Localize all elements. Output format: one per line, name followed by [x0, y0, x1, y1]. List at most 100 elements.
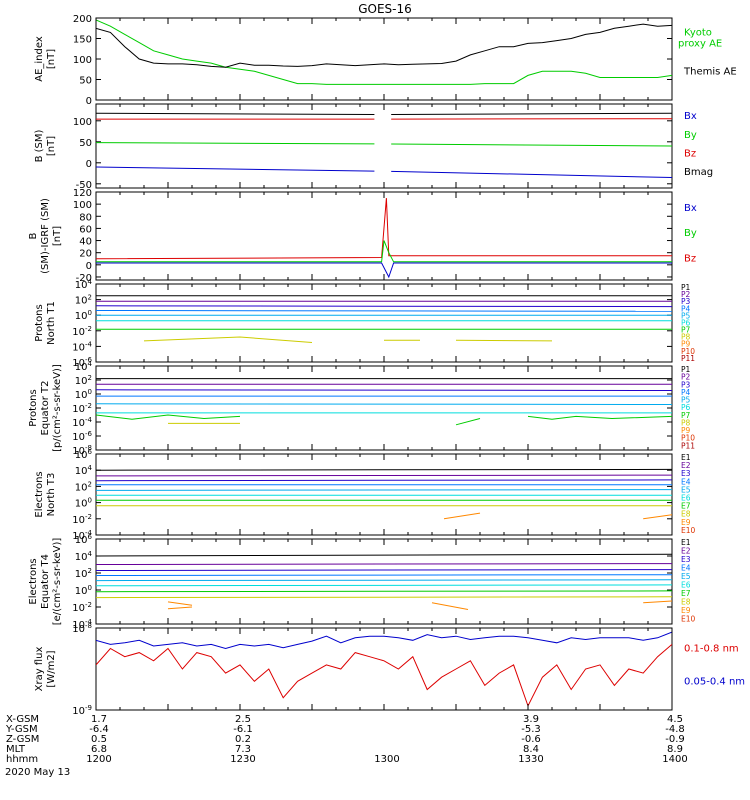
- series-0-1-0-8-nm-line: [96, 644, 672, 708]
- y-axis-label-line: Electrons: [28, 558, 39, 604]
- legend-entry: P4: [681, 304, 691, 313]
- legend-entry: P5: [681, 396, 691, 405]
- y-axis-label-line: [nT]: [46, 136, 57, 156]
- y-tick-exponent: 4: [88, 278, 93, 286]
- series-bmag-line: [96, 112, 375, 115]
- y-tick-label: 0: [86, 159, 92, 170]
- legend-entry: E4: [681, 477, 691, 486]
- y-tick-label: 102: [75, 480, 92, 493]
- y-tick-exponent: 0: [88, 497, 92, 505]
- x-axis-value: 0.2: [235, 734, 251, 745]
- legend-entry: E5: [681, 485, 691, 494]
- series-e1-line: [96, 468, 672, 471]
- legend-entry: P9: [681, 340, 691, 349]
- legend-entry: E8: [681, 510, 691, 519]
- series-p3-line: [96, 305, 672, 308]
- y-tick-exponent: -4: [85, 416, 93, 424]
- series-by-line: [96, 142, 375, 145]
- series-bx-line: [391, 170, 672, 178]
- x-axis-value: 8.9: [667, 744, 683, 755]
- y-tick-exponent: -6: [85, 356, 93, 364]
- y-tick-label: 100: [75, 584, 92, 597]
- series-p7-line: [455, 418, 481, 426]
- series-bx-line: [96, 166, 375, 172]
- y-tick-exponent: -9: [85, 704, 92, 712]
- legend-entry: E7: [681, 502, 691, 511]
- legend-entry: E4: [681, 564, 691, 573]
- y-tick-label: 100: [75, 497, 92, 510]
- y-tick-label: -50: [76, 180, 92, 191]
- date-label: 2020 May 13: [5, 767, 70, 778]
- y-tick-exponent: -2: [85, 513, 92, 521]
- x-axis-value: 6.8: [91, 744, 107, 755]
- series-e9-line: [643, 514, 672, 520]
- x-axis-value: -0.9: [665, 734, 685, 745]
- panel-xray: 10-9 10-8 Xray flux[W/m2] 0.1-0.8 nm 0.05-0.…: [34, 622, 745, 717]
- legend-entry: Bx: [684, 203, 697, 214]
- x-axis-row-label: Z-GSM: [6, 734, 39, 745]
- legend-entry: E10: [681, 615, 696, 624]
- legend-entry: By: [684, 130, 697, 141]
- legend-entry: E6: [681, 494, 691, 503]
- series-p7-line: [527, 415, 672, 420]
- legend-entry: E9: [681, 606, 691, 615]
- series-e9-line: [443, 512, 481, 520]
- legend-entry: P6: [681, 318, 691, 327]
- legend-entry: 0.1-0.8 nm: [684, 644, 739, 655]
- plot-title: GOES-16: [358, 2, 412, 16]
- series-e5-line: [96, 489, 672, 491]
- y-tick-label: 200: [73, 14, 92, 25]
- legend-entry: P6: [681, 403, 691, 412]
- y-tick-exponent: 6: [88, 448, 93, 456]
- x-axis-value: -0.6: [521, 734, 541, 745]
- x-axis-value: 8.4: [523, 744, 539, 755]
- series-p4-line: [96, 310, 672, 312]
- legend-entry: P10: [681, 347, 695, 356]
- series-group: [96, 198, 672, 279]
- x-axis-value: 1230: [230, 754, 255, 765]
- y-tick-exponent: 4: [88, 360, 93, 368]
- legend-line: Kyoto: [684, 28, 712, 39]
- y-tick-label: 100: [75, 388, 92, 401]
- x-axis-value: 3.9: [523, 714, 539, 725]
- y-tick-exponent: 2: [88, 480, 92, 488]
- y-tick-label: 10-2: [72, 325, 92, 338]
- legend-entry: P7: [681, 326, 691, 335]
- series-e2-line: [96, 563, 672, 565]
- y-tick-label: 10-4: [72, 416, 92, 429]
- legend-entry: 0.05-0.4 nm: [684, 676, 745, 687]
- legend-line: proxy AE: [678, 39, 722, 50]
- y-tick-exponent: 2: [88, 374, 92, 382]
- legend-entry: P8: [681, 418, 691, 427]
- y-tick-label: 50: [79, 76, 92, 87]
- legend-entry: Kyoto proxy AE: [678, 28, 722, 50]
- series-p3-line: [96, 389, 672, 391]
- y-tick-label: 106: [75, 448, 93, 461]
- y-tick-exponent: -6: [85, 430, 93, 438]
- series-group: [96, 468, 672, 520]
- legend-entry: Bz: [684, 149, 696, 160]
- legend-entry: P8: [681, 333, 691, 342]
- series-0-05-0-4-nm-line: [96, 631, 672, 650]
- y-axis-label-line: Xray flux: [34, 647, 45, 692]
- y-tick-label: 104: [75, 550, 93, 563]
- legend-entry: E9: [681, 518, 691, 527]
- y-tick-exponent: 0: [88, 388, 92, 396]
- y-tick-label: 0: [86, 261, 92, 272]
- x-axis-row-label: MLT: [6, 744, 26, 755]
- y-tick-label: 104: [75, 278, 93, 291]
- y-tick-label: 150: [73, 35, 92, 46]
- y-axis-label-line: [p/(cm²-s-sr-keV)]: [52, 364, 63, 452]
- series-e9-line: [167, 601, 193, 606]
- x-axis-value: 4.5: [667, 714, 683, 725]
- legend-entry: P11: [681, 441, 695, 450]
- y-tick-exponent: 4: [88, 464, 93, 472]
- legend-entry: E3: [681, 469, 691, 478]
- y-tick-label: 100: [73, 117, 92, 128]
- legend-entry: Bz: [684, 253, 696, 264]
- series-bz-line: [96, 198, 672, 260]
- series-e3-line: [96, 569, 672, 571]
- y-tick-label: 100: [73, 55, 92, 66]
